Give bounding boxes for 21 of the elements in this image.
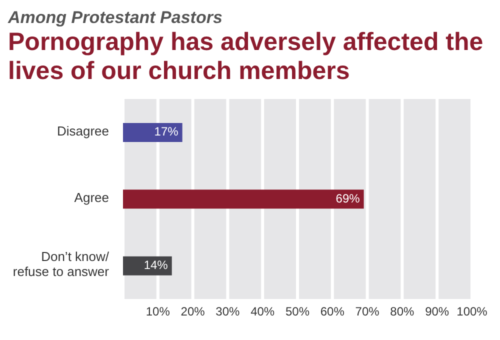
data-label: 17% <box>154 124 179 139</box>
chart-subtitle: Among Protestant Pastors <box>8 8 224 28</box>
bar <box>123 123 182 142</box>
data-label: 14% <box>144 258 168 272</box>
x-tick-label: 80% <box>390 304 415 319</box>
bar <box>123 190 364 209</box>
x-tick-label: 50% <box>285 304 310 319</box>
x-tick-label: 10% <box>146 304 170 319</box>
y-tick-label: Don’t know/ refuse to answer <box>12 250 110 280</box>
x-tick-label: 30% <box>216 304 240 319</box>
x-tick-label: 20% <box>180 304 206 319</box>
x-tick-label: 60% <box>320 304 345 319</box>
chart-title: Pornography has adversely affected the lives of our church members <box>8 28 484 86</box>
x-tick-label: 100% <box>456 304 488 319</box>
y-tick-label: Disagree <box>56 124 109 139</box>
bar <box>123 256 172 276</box>
y-tick-label: Agree <box>74 190 109 206</box>
data-label: 69% <box>336 191 360 206</box>
x-tick-label: 70% <box>355 304 380 319</box>
x-tick-label: 90% <box>425 304 450 319</box>
x-tick-label: 40% <box>250 304 275 319</box>
